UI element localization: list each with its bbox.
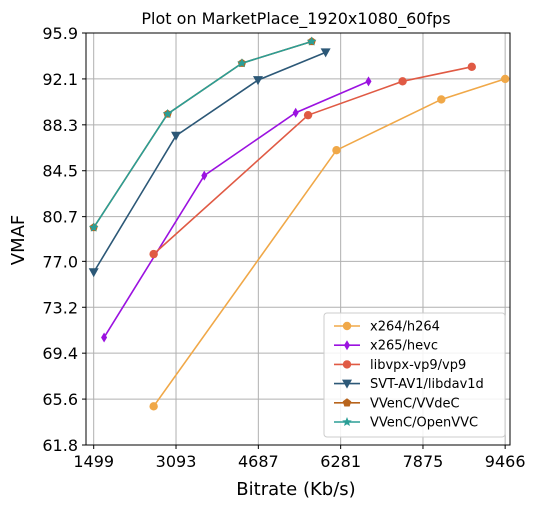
series-line bbox=[93, 40, 312, 228]
x-tick-label: 1499 bbox=[73, 452, 114, 471]
data-point bbox=[500, 74, 510, 84]
data-point bbox=[365, 76, 372, 87]
data-point bbox=[88, 222, 99, 232]
legend-marker bbox=[342, 321, 352, 331]
data-point bbox=[88, 268, 99, 278]
series-layer bbox=[88, 36, 510, 411]
legend-label: x264/h264 bbox=[370, 320, 440, 335]
data-point bbox=[292, 107, 299, 118]
x-tick-label: 6281 bbox=[320, 452, 361, 471]
y-tick-label: 95.9 bbox=[42, 24, 78, 43]
legend-marker bbox=[342, 379, 352, 389]
data-point bbox=[303, 110, 313, 120]
legend-marker bbox=[344, 340, 350, 351]
y-tick-label: 61.8 bbox=[42, 436, 78, 455]
series-2 bbox=[149, 62, 476, 259]
plot-frame bbox=[85, 32, 511, 446]
series-line bbox=[93, 51, 326, 273]
data-point bbox=[101, 332, 108, 343]
y-axis-title: VMAF bbox=[8, 215, 29, 266]
x-tick-label: 9466 bbox=[485, 452, 526, 471]
data-point bbox=[201, 170, 208, 181]
x-tick-label: 7875 bbox=[403, 452, 444, 471]
data-point bbox=[320, 48, 331, 58]
series-line bbox=[93, 40, 312, 228]
data-point bbox=[398, 77, 407, 86]
legend-marker bbox=[342, 417, 352, 427]
series-4 bbox=[89, 36, 316, 232]
data-point bbox=[149, 249, 158, 259]
legend-label: x265/hevc bbox=[370, 339, 438, 354]
data-point bbox=[467, 62, 476, 72]
y-tick-label: 80.7 bbox=[42, 208, 78, 227]
x-axis-title: Bitrate (Kb/s) bbox=[236, 479, 355, 500]
y-tick-label: 73.2 bbox=[42, 298, 78, 317]
data-point bbox=[306, 36, 317, 46]
series-line bbox=[103, 80, 369, 338]
y-tick-label: 77.0 bbox=[42, 252, 78, 271]
legend-label: libvpx-vp9/vp9 bbox=[370, 358, 466, 373]
data-point bbox=[149, 402, 158, 411]
series-0 bbox=[149, 74, 510, 411]
legend-marker bbox=[342, 360, 352, 369]
series-5 bbox=[88, 36, 317, 232]
data-point bbox=[171, 131, 182, 141]
data-point bbox=[252, 76, 263, 86]
legend: x264/h264 x265/hevc libvpx-vp9/vp9 SVT-AV1/… bbox=[323, 312, 506, 438]
y-tick-label: 84.5 bbox=[42, 162, 78, 181]
data-point bbox=[437, 95, 446, 104]
series-line bbox=[153, 66, 472, 255]
x-tick-label: 3093 bbox=[156, 452, 197, 471]
y-tick-label: 69.4 bbox=[42, 344, 78, 363]
legend-label: VVenC/OpenVVC bbox=[370, 416, 478, 431]
y-tick-label: 88.3 bbox=[42, 116, 78, 135]
y-tick-label: 65.6 bbox=[42, 390, 78, 409]
series-1 bbox=[101, 76, 372, 343]
data-point bbox=[237, 58, 247, 68]
legend-box bbox=[323, 312, 506, 438]
data-point bbox=[162, 108, 173, 118]
legend-label: SVT-AV1/libdav1d bbox=[370, 377, 484, 392]
series-line bbox=[152, 78, 506, 407]
y-tick-label: 92.1 bbox=[42, 70, 78, 89]
legend-marker bbox=[342, 398, 352, 407]
data-point bbox=[332, 145, 341, 155]
chart-title: Plot on MarketPlace_1920x1080_60fps bbox=[141, 9, 450, 29]
series-3 bbox=[88, 48, 331, 278]
legend-label: VVenC/VVdeC bbox=[370, 396, 460, 411]
x-tick-layer: 1499 3093 4687 6281 7875 9466 bbox=[73, 445, 526, 471]
x-tick-label: 4687 bbox=[238, 452, 279, 471]
y-tick-layer: 61.8 65.6 69.4 73.2 77.0 80.7 84.5 88.3 92.1 95.9 bbox=[42, 24, 86, 455]
